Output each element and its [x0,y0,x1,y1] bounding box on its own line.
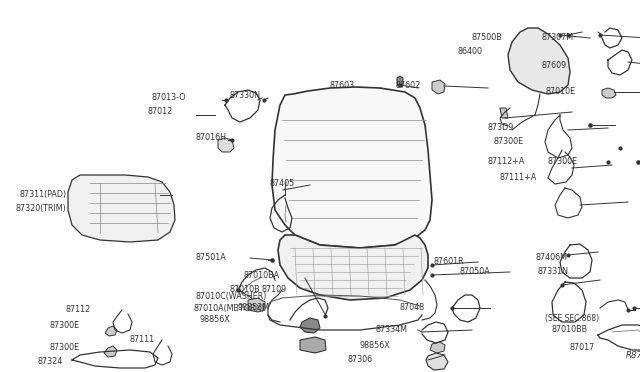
Polygon shape [104,346,117,357]
Text: 873D9: 873D9 [487,124,513,132]
Polygon shape [426,353,448,370]
Text: 87010BB: 87010BB [551,326,587,334]
Text: 87111: 87111 [130,336,155,344]
Polygon shape [397,76,403,87]
Text: 87300E: 87300E [50,321,80,330]
Text: 87601R: 87601R [434,257,465,266]
Text: 87320(TRIM): 87320(TRIM) [16,203,67,212]
Text: R870016R: R870016R [626,351,640,360]
Text: 87331N: 87331N [538,267,569,276]
Text: 87013-O: 87013-O [152,93,187,102]
Polygon shape [432,80,445,94]
Text: 98853M: 98853M [238,304,270,312]
Text: 98856X: 98856X [200,315,231,324]
Text: 87300E: 87300E [493,138,523,147]
Text: 87109: 87109 [262,285,287,295]
Text: 87300E: 87300E [548,157,578,167]
Text: 87405: 87405 [270,179,295,187]
Text: 87111+A: 87111+A [500,173,537,183]
Polygon shape [248,298,265,312]
Text: 87330N: 87330N [229,90,260,99]
Text: 87112+A: 87112+A [487,157,524,167]
Polygon shape [218,138,234,152]
Text: 98856X: 98856X [360,341,391,350]
Text: 87010E: 87010E [546,87,576,96]
Text: 87010BA: 87010BA [244,272,280,280]
Text: 87012: 87012 [147,106,172,115]
Text: 87307M: 87307M [541,33,573,42]
Polygon shape [508,28,570,94]
Text: 87050A: 87050A [460,267,491,276]
Polygon shape [300,337,326,353]
Polygon shape [278,235,428,300]
Polygon shape [430,342,445,353]
Polygon shape [105,326,117,336]
Text: 87311(PAD): 87311(PAD) [20,190,67,199]
Text: 87500B: 87500B [472,33,503,42]
Text: 87112: 87112 [65,305,90,314]
Text: 87016H: 87016H [195,132,226,141]
Text: 87406M: 87406M [536,253,568,263]
Text: 87603: 87603 [330,81,355,90]
Polygon shape [300,318,320,333]
Text: (SEE SEC.868): (SEE SEC.868) [545,314,599,323]
Text: 87010B: 87010B [230,285,260,295]
Polygon shape [68,175,175,242]
Text: 87010A(MBTORX): 87010A(MBTORX) [193,304,264,312]
Text: 87609: 87609 [542,61,567,70]
Polygon shape [500,108,508,118]
Text: 86400: 86400 [458,48,483,57]
Text: 87010C(WASHER): 87010C(WASHER) [196,292,268,301]
Text: 87306: 87306 [348,356,373,365]
Polygon shape [272,87,432,248]
Text: 87602: 87602 [395,81,420,90]
Text: 87334M: 87334M [375,326,407,334]
Text: 87017: 87017 [569,343,595,353]
Text: 87324: 87324 [38,357,63,366]
Text: 87048: 87048 [400,304,425,312]
Text: 87300E: 87300E [50,343,80,353]
Polygon shape [602,88,616,98]
Text: 87501A: 87501A [195,253,226,263]
